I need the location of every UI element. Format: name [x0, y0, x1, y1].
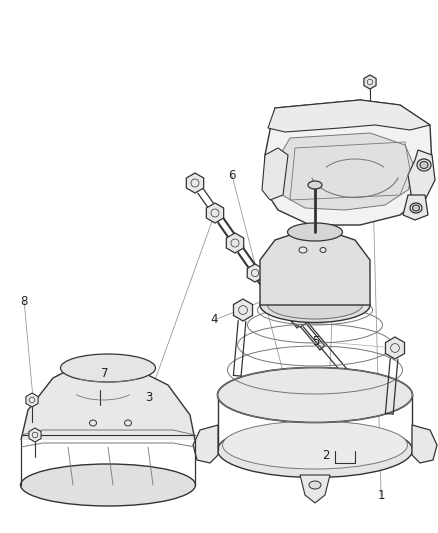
Text: 5: 5 [312, 335, 319, 348]
Polygon shape [403, 195, 428, 220]
Text: 2: 2 [322, 449, 330, 462]
Polygon shape [292, 309, 308, 327]
Polygon shape [260, 230, 370, 305]
Ellipse shape [320, 247, 326, 253]
Text: 4: 4 [211, 313, 219, 326]
Ellipse shape [218, 367, 413, 423]
Ellipse shape [60, 354, 155, 382]
Polygon shape [26, 393, 38, 407]
Polygon shape [29, 428, 41, 442]
Polygon shape [247, 264, 263, 282]
Text: 8: 8 [21, 295, 28, 308]
Ellipse shape [268, 291, 363, 319]
Polygon shape [385, 337, 405, 359]
Text: 1: 1 [377, 489, 385, 502]
Polygon shape [270, 286, 286, 304]
Polygon shape [226, 233, 244, 253]
Polygon shape [206, 203, 224, 223]
Polygon shape [300, 475, 330, 503]
Ellipse shape [218, 423, 413, 478]
Text: 6: 6 [228, 169, 236, 182]
Ellipse shape [287, 223, 343, 241]
Ellipse shape [223, 421, 407, 469]
Polygon shape [186, 173, 204, 193]
Polygon shape [408, 150, 435, 200]
Ellipse shape [21, 464, 195, 506]
Polygon shape [364, 75, 376, 89]
Polygon shape [193, 425, 218, 463]
Polygon shape [21, 360, 195, 440]
Ellipse shape [308, 181, 322, 189]
Polygon shape [278, 133, 415, 210]
Ellipse shape [417, 159, 431, 171]
Polygon shape [233, 299, 253, 321]
Ellipse shape [410, 203, 422, 213]
Ellipse shape [260, 287, 370, 322]
Text: 7: 7 [101, 367, 109, 379]
Text: 3: 3 [145, 391, 152, 403]
Ellipse shape [413, 205, 420, 211]
Polygon shape [265, 100, 432, 225]
Ellipse shape [420, 161, 428, 168]
Ellipse shape [299, 247, 307, 253]
Polygon shape [268, 100, 430, 132]
Ellipse shape [309, 481, 321, 489]
Polygon shape [412, 425, 437, 463]
Polygon shape [262, 148, 288, 200]
